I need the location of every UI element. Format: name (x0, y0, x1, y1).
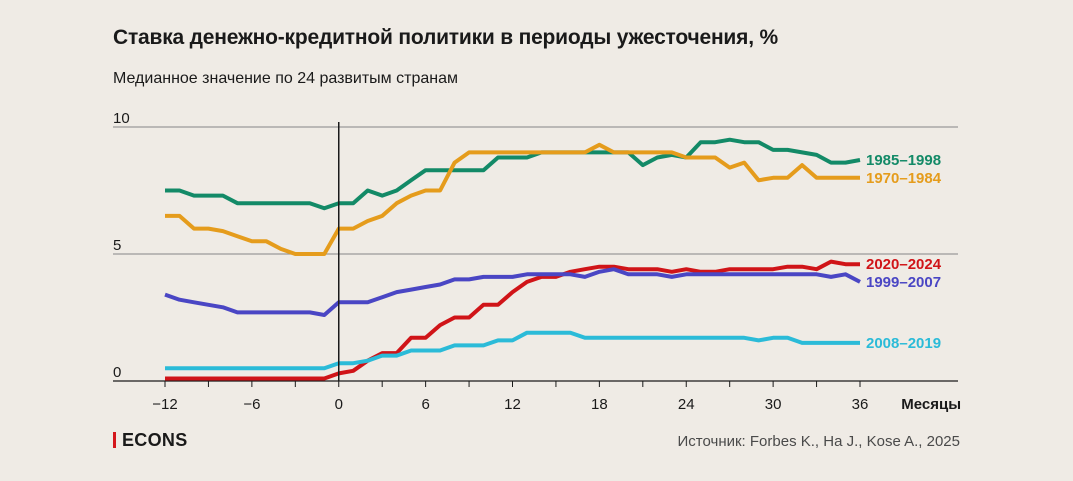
series-line-1970–1984 (165, 142, 860, 256)
series-line-2020–2024 (165, 259, 860, 381)
series-lines (164, 137, 861, 381)
x-tick-label: 18 (591, 396, 608, 413)
chart-title: Ставка денежно-кредитной политики в пери… (113, 26, 778, 49)
x-tick-label: −12 (152, 396, 177, 413)
x-tick-label: 36 (852, 396, 869, 413)
x-tick-label: 30 (765, 396, 782, 413)
y-tick-label: 0 (113, 364, 121, 381)
x-axis-label: Месяцы (901, 396, 961, 413)
x-tick-label: 24 (678, 396, 695, 413)
source-note: Источник: Forbes K., Ha J., Kose A., 202… (677, 433, 960, 450)
x-tick-label: −6 (243, 396, 260, 413)
series-label: 1999–2007 (866, 274, 941, 291)
logo-bar (113, 432, 116, 448)
econs-logo: ECONS (113, 430, 188, 451)
y-tick-label: 5 (113, 237, 121, 254)
series-label: 2020–2024 (866, 256, 942, 273)
chart-subtitle: Медианное значение по 24 развитым страна… (113, 70, 458, 87)
grid (113, 126, 958, 255)
x-tick-label: 6 (421, 396, 429, 413)
series-label: 1970–1984 (866, 170, 942, 187)
series-line-1999–2007 (164, 267, 861, 317)
x-axis: −12 −6 0 6 12 18 24 30 36 (113, 380, 958, 413)
series-line-1985–1998 (165, 137, 861, 211)
series-label: 1985–1998 (866, 152, 941, 169)
series-label: 2008–2019 (866, 335, 941, 352)
x-tick-label: 0 (335, 396, 343, 413)
y-tick-label: 10 (113, 110, 130, 127)
series-line-2008–2019 (165, 330, 860, 371)
x-tick-label: 12 (504, 396, 521, 413)
brand-name: ECONS (122, 430, 188, 450)
y-axis-ticks: 0 5 10 (113, 110, 130, 381)
